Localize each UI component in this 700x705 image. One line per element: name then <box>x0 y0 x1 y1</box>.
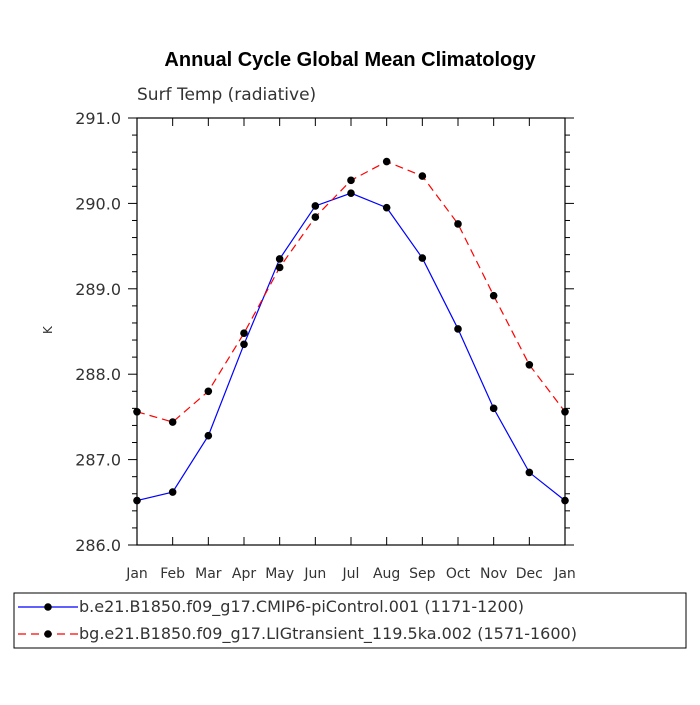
data-point-series-1 <box>204 431 213 440</box>
data-point-series-1 <box>168 488 177 496</box>
data-point-series-1 <box>454 325 462 333</box>
axes: Jan Feb Mar Apr May Jun Jul Aug Sep Oct Nov Dec Jan2… <box>75 109 576 582</box>
x-tick-label: Feb <box>160 566 185 582</box>
data-point-series-2 <box>525 361 534 369</box>
x-tick-label: Nov <box>480 566 507 582</box>
data-point-series-1 <box>382 203 391 212</box>
y-tick-label: 288.0 <box>75 365 121 384</box>
data-point-series-1 <box>489 404 498 413</box>
data-point-series-1 <box>561 496 569 505</box>
chart-title: Annual Cycle Global Mean Climatology <box>164 49 536 71</box>
x-tick-label: Aug <box>373 566 400 582</box>
data-point-series-2 <box>382 157 391 166</box>
x-tick-label: Mar <box>195 566 222 582</box>
data-point-series-2 <box>418 172 427 180</box>
legend-label-1: b.e21.B1850.f09_g17.CMIP6-piControl.001 … <box>79 597 524 617</box>
y-tick-label: 287.0 <box>75 451 121 470</box>
data-point-series-2 <box>454 220 462 228</box>
series-line-1 <box>136 192 566 502</box>
data-point-series-2 <box>347 176 355 185</box>
x-tick-label: May <box>265 566 294 582</box>
x-tick-label: Sep <box>409 566 436 582</box>
legend-marker-2 <box>44 630 52 638</box>
data-point-series-2 <box>240 329 248 338</box>
x-tick-label: Dec <box>516 566 543 582</box>
y-tick-label: 291.0 <box>75 109 121 128</box>
series-layer <box>133 157 569 505</box>
data-point-series-1 <box>418 254 427 262</box>
data-point-series-2 <box>561 407 569 416</box>
data-point-series-1 <box>133 496 141 505</box>
x-tick-label: Apr <box>232 566 256 582</box>
series-line-2 <box>136 160 566 423</box>
chart-subtitle: Surf Temp (radiative) <box>137 85 316 105</box>
data-point-series-2 <box>168 418 177 426</box>
y-tick-label: 289.0 <box>75 280 121 299</box>
x-tick-label: Jun <box>303 566 326 582</box>
data-point-series-2 <box>204 387 213 396</box>
y-tick-label: 286.0 <box>75 536 121 555</box>
data-point-series-2 <box>133 407 141 416</box>
data-point-series-1 <box>525 468 534 477</box>
data-point-series-2 <box>275 263 284 272</box>
data-point-series-1 <box>240 340 248 349</box>
legend-marker-1 <box>44 603 52 611</box>
legend-label-2: bg.e21.B1850.f09_g17.LIGtransient_119.5k… <box>79 624 577 644</box>
x-tick-label: Jan <box>125 566 148 582</box>
y-axis-label: K <box>41 325 55 334</box>
data-point-series-1 <box>347 189 355 197</box>
x-tick-label: Jul <box>342 566 360 582</box>
y-tick-label: 290.0 <box>75 194 121 213</box>
data-point-series-1 <box>311 202 320 210</box>
data-point-series-1 <box>275 255 284 263</box>
data-point-series-2 <box>311 213 320 221</box>
x-tick-label: Oct <box>446 566 471 582</box>
x-tick-label: Jan <box>553 566 576 582</box>
data-point-series-2 <box>489 291 498 300</box>
legend-box <box>13 592 687 649</box>
legend: b.e21.B1850.f09_g17.CMIP6-piControl.001 … <box>13 592 687 649</box>
